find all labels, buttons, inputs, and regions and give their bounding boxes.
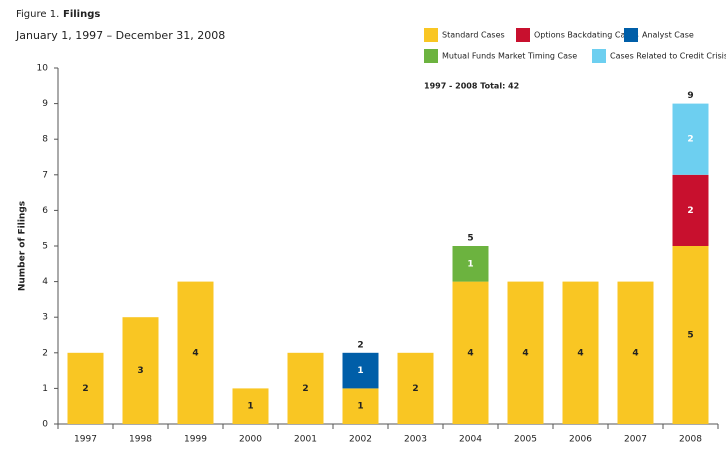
value-label: 2 <box>687 206 693 216</box>
x-tick-label: 2002 <box>349 435 372 445</box>
bar-segment <box>617 281 654 424</box>
bar-segment <box>452 246 489 282</box>
x-tick-label: 1999 <box>184 435 207 445</box>
value-label: 4 <box>522 348 528 358</box>
value-label: 4 <box>632 348 638 358</box>
bar-segment <box>507 281 544 424</box>
value-label: 2 <box>687 135 693 145</box>
x-tick-label: 2006 <box>569 435 592 445</box>
value-label: 1 <box>357 366 363 376</box>
x-tick-label: 2003 <box>404 435 427 445</box>
value-label: 2 <box>412 384 418 394</box>
y-tick-label: 7 <box>42 170 48 180</box>
y-tick-label: 10 <box>37 64 49 74</box>
bar-segment <box>672 103 709 175</box>
value-label: 2 <box>302 384 308 394</box>
y-tick-label: 9 <box>42 99 48 109</box>
legend-label: Options Backdating Cases <box>534 31 639 40</box>
value-label: 2 <box>82 384 88 394</box>
value-label: 1 <box>247 402 253 412</box>
x-tick-label: 1998 <box>129 435 152 445</box>
value-label: 4 <box>192 348 198 358</box>
y-tick-label: 2 <box>42 348 48 358</box>
legend-label: Standard Cases <box>442 31 505 40</box>
legend-swatch <box>592 49 606 63</box>
y-tick-label: 4 <box>42 277 48 287</box>
bar-segment <box>342 388 379 424</box>
bar-segment <box>672 174 709 246</box>
y-tick-label: 6 <box>42 206 48 216</box>
total-label: 9 <box>687 91 693 101</box>
legend-swatch <box>516 28 530 42</box>
legend-label: Analyst Case <box>642 31 694 40</box>
value-label: 1 <box>357 402 363 412</box>
bar-segment <box>342 352 379 389</box>
x-tick-label: 2000 <box>239 435 262 445</box>
y-tick-label: 3 <box>42 313 48 323</box>
y-tick-label: 1 <box>42 384 48 394</box>
bar-segment <box>232 388 269 424</box>
chart-subtitle: January 1, 1997 – December 31, 2008 <box>15 29 225 42</box>
bar-segment <box>672 246 709 424</box>
bar-segment <box>287 352 324 424</box>
legend-label: Cases Related to Credit Crisis <box>610 52 726 61</box>
x-tick-label: 2005 <box>514 435 537 445</box>
legend-swatch <box>424 49 438 63</box>
bar-segment <box>177 281 214 424</box>
y-tick-label: 0 <box>42 420 48 430</box>
value-label: 4 <box>467 348 473 358</box>
annotation: 1997 - 2008 Total: 42 <box>424 82 519 91</box>
chart-title-prefix: Figure 1. <box>16 9 59 20</box>
chart-title: Filings <box>63 9 100 20</box>
y-tick-label: 8 <box>42 135 48 145</box>
bar-segment <box>452 281 489 424</box>
y-tick-label: 5 <box>42 242 48 252</box>
bar-segment <box>562 281 599 424</box>
total-label: 5 <box>467 234 473 244</box>
legend-swatch <box>424 28 438 42</box>
value-label: 3 <box>137 366 143 376</box>
bar-segment <box>122 317 159 424</box>
legend-label: Mutual Funds Market Timing Case <box>442 52 577 61</box>
bar-segment <box>67 352 104 424</box>
value-label: 1 <box>467 259 473 269</box>
y-axis-label: Number of Filings <box>18 201 28 291</box>
x-tick-label: 2008 <box>679 435 702 445</box>
x-tick-label: 1997 <box>74 435 97 445</box>
legend-swatch <box>624 28 638 42</box>
value-label: 5 <box>687 331 693 341</box>
value-label: 4 <box>577 348 583 358</box>
x-tick-label: 2001 <box>294 435 317 445</box>
x-tick-label: 2007 <box>624 435 647 445</box>
x-tick-label: 2004 <box>459 435 482 445</box>
bar-segment <box>397 352 434 424</box>
total-label: 2 <box>357 340 363 350</box>
